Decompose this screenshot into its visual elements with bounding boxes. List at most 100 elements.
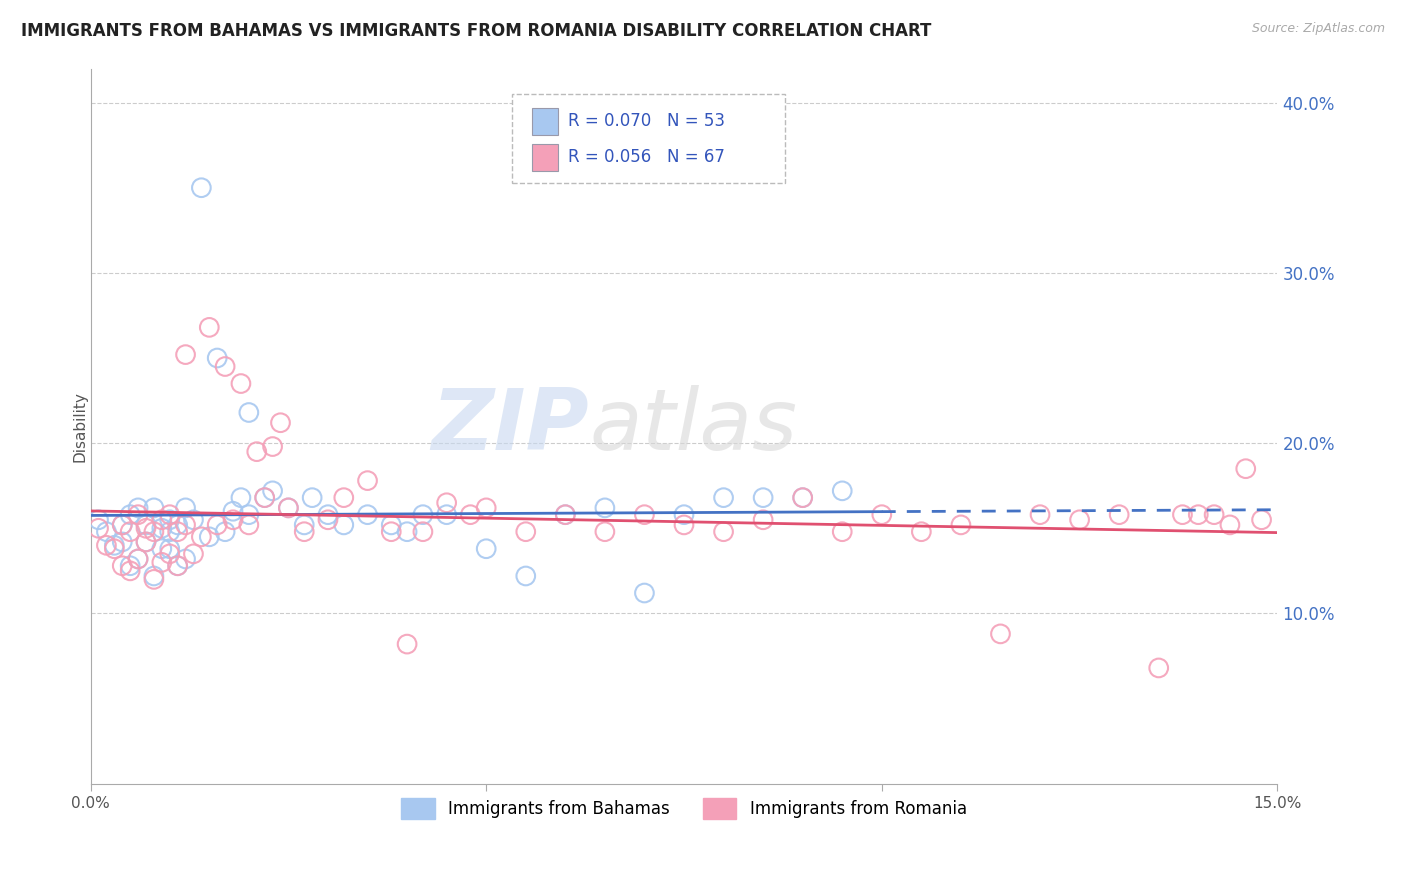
Point bbox=[672, 508, 695, 522]
Point bbox=[593, 524, 616, 539]
Point bbox=[190, 180, 212, 194]
Point bbox=[356, 474, 378, 488]
Point bbox=[380, 517, 402, 532]
Text: R = 0.070   N = 53: R = 0.070 N = 53 bbox=[568, 112, 724, 130]
Point bbox=[949, 517, 972, 532]
Point bbox=[174, 517, 197, 532]
Bar bbox=[531, 144, 558, 170]
Point bbox=[120, 558, 142, 573]
Point bbox=[713, 491, 735, 505]
Point bbox=[166, 517, 188, 532]
Point bbox=[301, 491, 323, 505]
Point bbox=[238, 405, 260, 419]
Point bbox=[246, 444, 269, 458]
Point bbox=[159, 547, 181, 561]
Point bbox=[1069, 513, 1091, 527]
Text: R = 0.056   N = 67: R = 0.056 N = 67 bbox=[568, 148, 724, 166]
Point bbox=[412, 524, 434, 539]
Point bbox=[198, 530, 221, 544]
Point bbox=[159, 508, 181, 522]
Point bbox=[214, 524, 236, 539]
Point bbox=[135, 517, 157, 532]
Point bbox=[229, 376, 252, 391]
Point bbox=[127, 500, 149, 515]
Point bbox=[475, 541, 498, 556]
Point bbox=[166, 558, 188, 573]
Point bbox=[87, 521, 110, 535]
Point bbox=[205, 517, 228, 532]
Point bbox=[672, 517, 695, 532]
Point bbox=[96, 538, 118, 552]
Point bbox=[183, 547, 205, 561]
Text: ZIP: ZIP bbox=[432, 384, 589, 467]
Bar bbox=[531, 108, 558, 135]
Point bbox=[174, 552, 197, 566]
Point bbox=[174, 500, 197, 515]
Point bbox=[150, 541, 173, 556]
Point bbox=[183, 513, 205, 527]
Point bbox=[142, 569, 165, 583]
Point bbox=[1187, 508, 1209, 522]
Point bbox=[111, 517, 134, 532]
Point bbox=[515, 569, 537, 583]
Point bbox=[436, 508, 458, 522]
Point bbox=[1108, 508, 1130, 522]
FancyBboxPatch shape bbox=[512, 94, 785, 183]
Point bbox=[475, 500, 498, 515]
Point bbox=[1171, 508, 1194, 522]
Point bbox=[1147, 661, 1170, 675]
Point bbox=[870, 508, 893, 522]
Point bbox=[166, 558, 188, 573]
Point bbox=[222, 504, 245, 518]
Point bbox=[150, 513, 173, 527]
Point bbox=[713, 524, 735, 539]
Point bbox=[910, 524, 932, 539]
Point bbox=[111, 558, 134, 573]
Point bbox=[205, 351, 228, 365]
Point bbox=[554, 508, 576, 522]
Point bbox=[111, 517, 134, 532]
Point bbox=[198, 320, 221, 334]
Point bbox=[159, 541, 181, 556]
Text: atlas: atlas bbox=[589, 384, 797, 467]
Point bbox=[554, 508, 576, 522]
Point bbox=[229, 491, 252, 505]
Point bbox=[127, 552, 149, 566]
Point bbox=[792, 491, 814, 505]
Point bbox=[1219, 517, 1241, 532]
Point bbox=[135, 535, 157, 549]
Point bbox=[166, 524, 188, 539]
Point bbox=[752, 513, 775, 527]
Point bbox=[1250, 513, 1272, 527]
Text: Source: ZipAtlas.com: Source: ZipAtlas.com bbox=[1251, 22, 1385, 36]
Point bbox=[277, 500, 299, 515]
Point bbox=[135, 535, 157, 549]
Point bbox=[190, 530, 212, 544]
Point bbox=[103, 541, 125, 556]
Point bbox=[316, 513, 339, 527]
Point bbox=[253, 491, 276, 505]
Point bbox=[238, 508, 260, 522]
Point bbox=[316, 508, 339, 522]
Point bbox=[633, 586, 655, 600]
Point bbox=[752, 491, 775, 505]
Point bbox=[103, 538, 125, 552]
Point bbox=[633, 508, 655, 522]
Point bbox=[1204, 508, 1226, 522]
Point bbox=[515, 524, 537, 539]
Point bbox=[142, 573, 165, 587]
Point bbox=[396, 637, 419, 651]
Point bbox=[262, 483, 284, 498]
Point bbox=[159, 513, 181, 527]
Y-axis label: Disability: Disability bbox=[72, 391, 87, 461]
Point bbox=[127, 508, 149, 522]
Point bbox=[1234, 461, 1257, 475]
Point bbox=[292, 517, 315, 532]
Point bbox=[792, 491, 814, 505]
Point bbox=[356, 508, 378, 522]
Point bbox=[333, 491, 356, 505]
Legend: Immigrants from Bahamas, Immigrants from Romania: Immigrants from Bahamas, Immigrants from… bbox=[395, 792, 973, 825]
Point bbox=[142, 524, 165, 539]
Point bbox=[135, 521, 157, 535]
Point bbox=[120, 524, 142, 539]
